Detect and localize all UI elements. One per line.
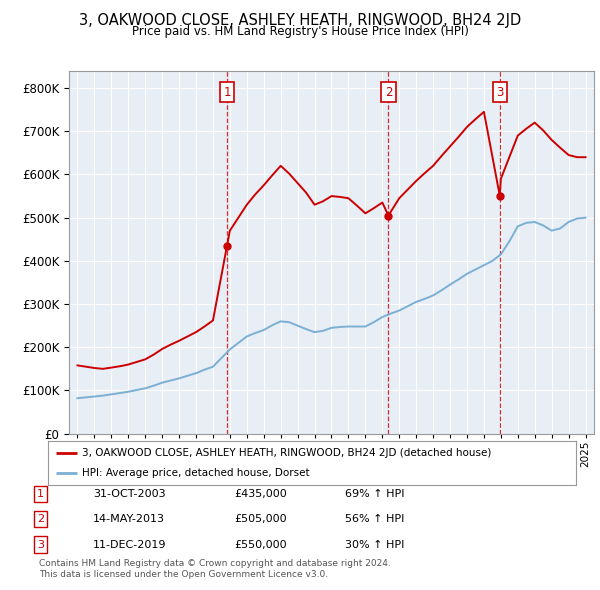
Text: 30% ↑ HPI: 30% ↑ HPI xyxy=(345,540,404,549)
Text: Price paid vs. HM Land Registry's House Price Index (HPI): Price paid vs. HM Land Registry's House … xyxy=(131,25,469,38)
Text: 14-MAY-2013: 14-MAY-2013 xyxy=(93,514,165,524)
Text: 11-DEC-2019: 11-DEC-2019 xyxy=(93,540,167,549)
Text: 69% ↑ HPI: 69% ↑ HPI xyxy=(345,489,404,499)
Text: 3, OAKWOOD CLOSE, ASHLEY HEATH, RINGWOOD, BH24 2JD: 3, OAKWOOD CLOSE, ASHLEY HEATH, RINGWOOD… xyxy=(79,13,521,28)
Text: 1: 1 xyxy=(223,86,231,99)
Text: £550,000: £550,000 xyxy=(234,540,287,549)
Text: 56% ↑ HPI: 56% ↑ HPI xyxy=(345,514,404,524)
Text: £505,000: £505,000 xyxy=(234,514,287,524)
Text: 3: 3 xyxy=(37,540,44,549)
Text: 31-OCT-2003: 31-OCT-2003 xyxy=(93,489,166,499)
Text: 2: 2 xyxy=(37,514,44,524)
Text: £435,000: £435,000 xyxy=(234,489,287,499)
Text: 3, OAKWOOD CLOSE, ASHLEY HEATH, RINGWOOD, BH24 2JD (detached house): 3, OAKWOOD CLOSE, ASHLEY HEATH, RINGWOOD… xyxy=(82,448,491,458)
Text: This data is licensed under the Open Government Licence v3.0.: This data is licensed under the Open Gov… xyxy=(39,571,328,579)
Text: 1: 1 xyxy=(37,489,44,499)
Text: HPI: Average price, detached house, Dorset: HPI: Average price, detached house, Dors… xyxy=(82,468,310,478)
Text: 3: 3 xyxy=(496,86,503,99)
Text: Contains HM Land Registry data © Crown copyright and database right 2024.: Contains HM Land Registry data © Crown c… xyxy=(39,559,391,568)
Text: 2: 2 xyxy=(385,86,392,99)
